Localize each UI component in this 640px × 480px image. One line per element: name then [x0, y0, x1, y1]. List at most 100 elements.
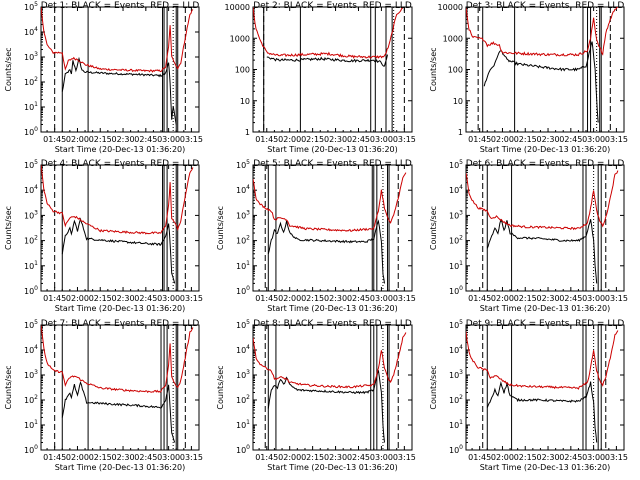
x-axis-label: Start Time (20-Dec-13 01:36:20)	[55, 304, 186, 313]
y-tick-label: 105	[449, 159, 463, 170]
series-line-events	[61, 217, 176, 284]
x-tick-label: 01:45	[468, 453, 491, 462]
y-tick-label: 104	[236, 344, 250, 355]
y-tick-label: 1000	[230, 34, 250, 43]
x-tick-label: 03:00	[582, 453, 605, 462]
y-tick-label: 100	[235, 66, 250, 75]
x-axis-label: Start Time (20-Dec-13 01:36:20)	[55, 463, 186, 472]
panel-title: Det 9: BLACK = Events, RED = LLD	[466, 319, 625, 329]
y-tick-label: 104	[236, 184, 250, 195]
x-tick-label: 03:00	[370, 294, 393, 303]
series-line-events	[266, 54, 388, 67]
y-tick-label: 102	[449, 235, 463, 246]
x-tick-label: 02:00	[278, 453, 301, 462]
x-tick-label: 02:30	[537, 294, 560, 303]
series-line-events	[486, 218, 598, 284]
x-axis-label: Start Time (20-Dec-13 01:36:20)	[480, 145, 611, 154]
x-tick-label: 03:00	[582, 135, 605, 144]
plot-frame	[40, 6, 200, 133]
x-axis-label: Start Time (20-Dec-13 01:36:20)	[267, 304, 398, 313]
x-tick-label: 02:00	[278, 135, 301, 144]
y-tick-label: 103	[449, 209, 463, 220]
x-tick-label: 02:45	[347, 135, 370, 144]
y-tick-label: 102	[236, 394, 250, 405]
x-tick-label: 02:00	[66, 135, 89, 144]
x-tick-label: 01:45	[468, 135, 491, 144]
y-tick-label: 101	[24, 260, 38, 271]
y-axis-label: Counts/sec	[216, 365, 225, 409]
series-line-lld	[41, 7, 194, 73]
x-tick-label: 02:45	[559, 294, 582, 303]
x-tick-label: 01:45	[43, 294, 66, 303]
y-tick-label: 100	[449, 285, 463, 296]
y-tick-label: 1000	[443, 34, 463, 43]
x-tick-label: 03:00	[582, 294, 605, 303]
plot-frame	[252, 6, 413, 133]
y-tick-label: 101	[449, 419, 463, 430]
x-tick-label: 02:00	[66, 453, 89, 462]
x-tick-label: 01:45	[255, 135, 278, 144]
series-line-events	[61, 380, 176, 443]
plot-frame	[465, 164, 625, 292]
series-line-lld	[466, 330, 619, 390]
x-axis-label: Start Time (20-Dec-13 01:36:20)	[480, 463, 611, 472]
y-tick-label: 103	[236, 369, 250, 380]
y-tick-label: 101	[449, 260, 463, 271]
plot-frame	[40, 164, 200, 292]
x-tick-label: 02:15	[514, 453, 537, 462]
y-tick-label: 105	[449, 319, 463, 330]
panel-title: Det 5: BLACK = Events, RED = LLD	[253, 159, 412, 169]
y-tick-label: 100	[24, 285, 38, 296]
panel-title: Det 3: BLACK = Events, RED = LLD	[466, 1, 625, 11]
y-axis-label: Counts/sec	[4, 206, 13, 250]
panel-title: Det 8: BLACK = Events, RED = LLD	[253, 319, 412, 329]
x-tick-label: 02:00	[491, 294, 514, 303]
x-tick-label: 02:00	[66, 294, 89, 303]
y-axis-label: Counts/sec	[429, 365, 438, 409]
y-tick-label: 105	[24, 159, 38, 170]
series-line-lld	[253, 7, 403, 59]
panel-title: Det 7: BLACK = Events, RED = LLD	[41, 319, 200, 329]
x-tick-label: 02:30	[324, 453, 347, 462]
y-tick-label: 101	[24, 101, 38, 112]
y-tick-label: 103	[24, 51, 38, 62]
x-tick-label: 02:30	[537, 135, 560, 144]
x-axis-label: Start Time (20-Dec-13 01:36:20)	[480, 304, 611, 313]
y-tick-label: 103	[24, 369, 38, 380]
y-tick-label: 105	[236, 159, 250, 170]
x-tick-label: 02:00	[491, 453, 514, 462]
y-axis-label: Counts/sec	[429, 206, 438, 250]
x-tick-label: 01:45	[43, 453, 66, 462]
y-tick-label: 10	[453, 97, 463, 106]
plot-frame	[40, 324, 200, 451]
panel-title: Det 2: BLACK = Events, RED = LLD	[253, 1, 412, 11]
y-tick-label: 101	[236, 419, 250, 430]
series-line-lld	[41, 165, 194, 235]
series-line-events	[483, 41, 599, 123]
y-tick-label: 100	[24, 126, 38, 137]
panel-det-3: Det 3: BLACK = Events, RED = LLD 01:45 02:…	[429, 1, 628, 154]
x-tick-label: 01:45	[255, 453, 278, 462]
x-tick-label: 02:30	[112, 294, 135, 303]
x-tick-label: 03:15	[605, 453, 628, 462]
series-line-events	[486, 380, 598, 443]
x-tick-label: 03:15	[180, 453, 203, 462]
x-tick-label: 03:00	[370, 453, 393, 462]
y-tick-label: 101	[236, 260, 250, 271]
series-line-lld	[253, 172, 407, 232]
y-tick-label: 102	[24, 76, 38, 87]
panel-title: Det 1: BLACK = Events, RED = LLD	[41, 1, 200, 11]
x-tick-label: 03:15	[180, 135, 203, 144]
plot-frame	[252, 324, 413, 451]
series-line-lld	[41, 325, 194, 394]
y-axis-label: Counts/sec	[4, 47, 13, 91]
series-line-events	[267, 219, 385, 284]
y-tick-label: 100	[24, 444, 38, 455]
y-tick-label: 10000	[225, 3, 250, 12]
x-tick-label: 01:45	[43, 135, 66, 144]
